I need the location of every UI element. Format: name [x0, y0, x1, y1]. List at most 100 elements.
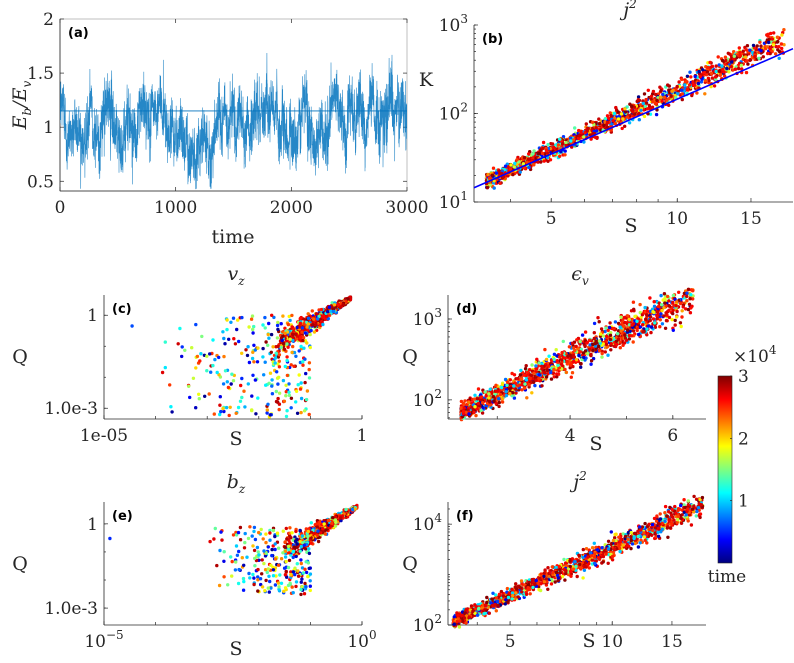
- data-point: [494, 389, 498, 393]
- data-point: [292, 545, 296, 549]
- data-point: [302, 346, 306, 350]
- data-point: [732, 57, 736, 61]
- data-point: [290, 313, 294, 318]
- data-point: [523, 386, 527, 390]
- data-point: [641, 323, 645, 327]
- data-point: [324, 314, 329, 319]
- data-point: [245, 353, 250, 358]
- data-point: [701, 68, 705, 72]
- data-point: [540, 384, 544, 388]
- data-point: [469, 401, 473, 405]
- data-point: [503, 164, 508, 168]
- data-point: [289, 396, 294, 400]
- data-point: [675, 315, 679, 319]
- data-point: [555, 354, 559, 358]
- data-point: [130, 324, 134, 328]
- data-point: [329, 309, 333, 313]
- data-point: [722, 70, 726, 74]
- data-point: [549, 358, 554, 363]
- data-point: [333, 518, 338, 522]
- time-series-line: [60, 52, 407, 190]
- data-point: [527, 152, 531, 156]
- data-point: [303, 380, 307, 385]
- data-point: [289, 570, 293, 574]
- data-point: [709, 71, 714, 76]
- data-point: [592, 331, 596, 335]
- data-point: [671, 308, 675, 313]
- data-point: [667, 315, 672, 320]
- data-point: [768, 51, 772, 56]
- data-point: [252, 525, 257, 530]
- data-point: [467, 400, 471, 405]
- data-point: [256, 346, 260, 350]
- data-point: [618, 325, 622, 329]
- data-point: [530, 363, 534, 367]
- data-point: [683, 83, 687, 87]
- data-point: [284, 394, 288, 398]
- data-point: [247, 571, 251, 576]
- data-point: [618, 340, 622, 344]
- data-point: [309, 521, 313, 525]
- data-point: [312, 317, 316, 321]
- data-point: [266, 545, 270, 549]
- data-point: [591, 342, 595, 347]
- data-point: [223, 369, 228, 373]
- data-point: [267, 321, 271, 326]
- data-point: [648, 315, 653, 319]
- data-point: [605, 120, 610, 125]
- data-point: [298, 316, 302, 321]
- data-point: [279, 557, 284, 561]
- data-point: [326, 310, 330, 314]
- data-point: [266, 332, 270, 337]
- data-point: [219, 530, 223, 534]
- data-point: [744, 59, 748, 63]
- data-point: [689, 293, 693, 297]
- data-point: [308, 588, 312, 593]
- data-point: [689, 75, 693, 79]
- data-point: [307, 367, 311, 372]
- data-point: [777, 45, 781, 49]
- data-point: [252, 582, 256, 587]
- data-point: [703, 92, 707, 96]
- data-point: [247, 325, 251, 329]
- data-point: [678, 301, 683, 306]
- data-point: [572, 355, 577, 359]
- data-point: [514, 391, 518, 395]
- data-point: [497, 400, 501, 405]
- data-point: [561, 355, 566, 360]
- data-point: [240, 376, 244, 381]
- data-point: [680, 92, 684, 96]
- data-point: [211, 338, 215, 342]
- y-tick-label: 1.5: [27, 64, 54, 84]
- data-point: [782, 43, 786, 47]
- data-point: [215, 563, 219, 568]
- data-point: [253, 378, 258, 382]
- panel-tag: (c): [112, 302, 132, 317]
- data-point: [307, 376, 312, 380]
- data-point: [550, 142, 555, 146]
- data-point: [542, 370, 547, 374]
- data-point: [491, 395, 496, 399]
- data-point: [755, 44, 759, 48]
- data-point: [620, 126, 624, 131]
- data-point: [268, 528, 272, 533]
- data-point: [301, 363, 305, 367]
- data-point: [726, 51, 730, 55]
- data-point: [277, 585, 281, 589]
- data-point: [677, 290, 681, 294]
- data-point: [518, 170, 522, 174]
- data-point: [535, 367, 539, 371]
- data-point: [558, 137, 562, 141]
- data-point: [512, 384, 516, 388]
- data-point: [209, 370, 213, 374]
- data-point: [277, 359, 281, 363]
- data-point: [488, 399, 492, 404]
- data-point: [651, 89, 656, 94]
- data-point: [551, 145, 556, 149]
- data-point: [680, 315, 684, 319]
- data-point: [583, 330, 588, 334]
- data-point: [295, 325, 299, 330]
- y-tick-label: 1.0e-3: [44, 599, 98, 619]
- data-point: [761, 55, 765, 59]
- data-point: [250, 394, 254, 398]
